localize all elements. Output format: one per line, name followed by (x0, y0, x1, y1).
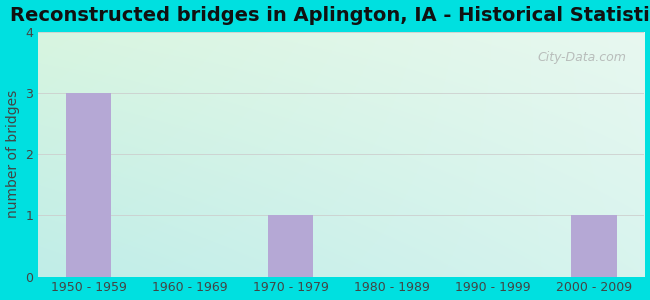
Bar (66, 93, 111, 277)
Text: City-Data.com: City-Data.com (538, 51, 626, 64)
Bar (268, 215, 313, 277)
Y-axis label: number of bridges: number of bridges (6, 90, 20, 218)
Bar (571, 215, 617, 277)
Title: Reconstructed bridges in Aplington, IA - Historical Statistics: Reconstructed bridges in Aplington, IA -… (10, 6, 650, 25)
